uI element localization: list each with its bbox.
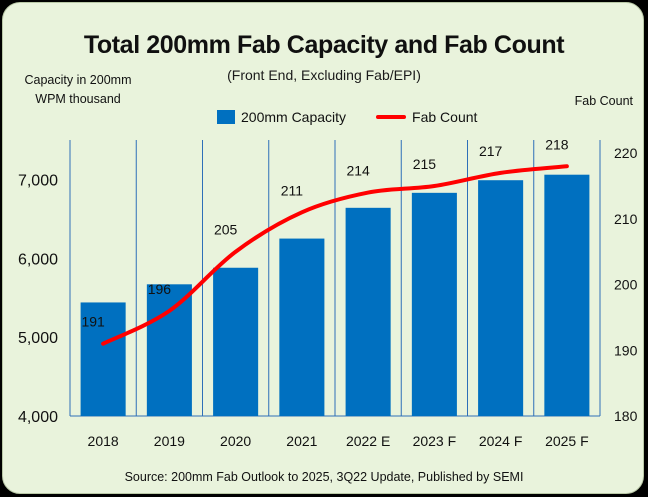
y-tick-label-right: 210 [614, 211, 638, 227]
legend-item-capacity: 200mm Capacity [217, 109, 346, 125]
fab-count-label: 196 [148, 281, 172, 297]
x-tick-label: 2023 F [413, 433, 457, 449]
x-tick-label: 2024 F [479, 433, 523, 449]
capacity-bar [279, 238, 325, 416]
chart-title: Total 200mm Fab Capacity and Fab Count [83, 31, 565, 59]
fab-count-label: 217 [479, 143, 503, 159]
legend-line-swatch [376, 115, 407, 119]
y-tick-label-left: 4,000 [18, 409, 58, 426]
y-tick-label-right: 190 [614, 342, 638, 358]
chart-subtitle: (Front End, Excluding Fab/EPI) [227, 67, 421, 83]
capacity-bar [146, 284, 192, 416]
fab-count-label: 215 [413, 156, 437, 172]
x-tick-label: 2019 [154, 433, 185, 449]
fab-count-label: 211 [281, 182, 304, 198]
fab-count-label: 205 [214, 222, 238, 238]
capacity-bar [345, 207, 391, 416]
y-axis-right-label: Fab Count [574, 94, 633, 108]
fab-count-label: 191 [81, 314, 105, 330]
x-tick-label: 2021 [286, 433, 317, 449]
x-tick-label: 2022 E [346, 433, 390, 449]
x-tick-label: 2018 [88, 433, 119, 449]
fab-count-line [101, 164, 569, 346]
capacity-bar [478, 180, 524, 416]
y-tick-label-right: 180 [614, 408, 638, 424]
chart-source: Source: 200mm Fab Outlook to 2025, 3Q22 … [124, 470, 524, 484]
x-tick-label: 2025 F [545, 433, 589, 449]
capacity-bar [213, 267, 259, 416]
legend-item-fab-count: Fab Count [376, 109, 477, 125]
legend-label-capacity: 200mm Capacity [241, 109, 347, 125]
y-tick-label-right: 200 [614, 277, 638, 293]
y-tick-label-right: 220 [614, 145, 638, 161]
y-axis-left-label: Capacity in 200mm WPM thousand [24, 73, 132, 106]
y-tick-label-left: 7,000 [18, 172, 58, 189]
legend-label-fab-count: Fab Count [412, 109, 478, 125]
y-tick-label-left: 6,000 [18, 251, 58, 268]
y-tick-label-left: 5,000 [18, 330, 58, 347]
fab-count-label: 214 [346, 163, 370, 179]
capacity-bar [80, 302, 126, 416]
legend-bar-swatch [217, 110, 235, 124]
x-tick-label: 2020 [220, 433, 251, 449]
capacity-bar [544, 174, 590, 416]
fab-count-label: 218 [545, 136, 569, 152]
capacity-bar [411, 192, 457, 416]
legend: 200mm Capacity Fab Count [217, 107, 477, 127]
